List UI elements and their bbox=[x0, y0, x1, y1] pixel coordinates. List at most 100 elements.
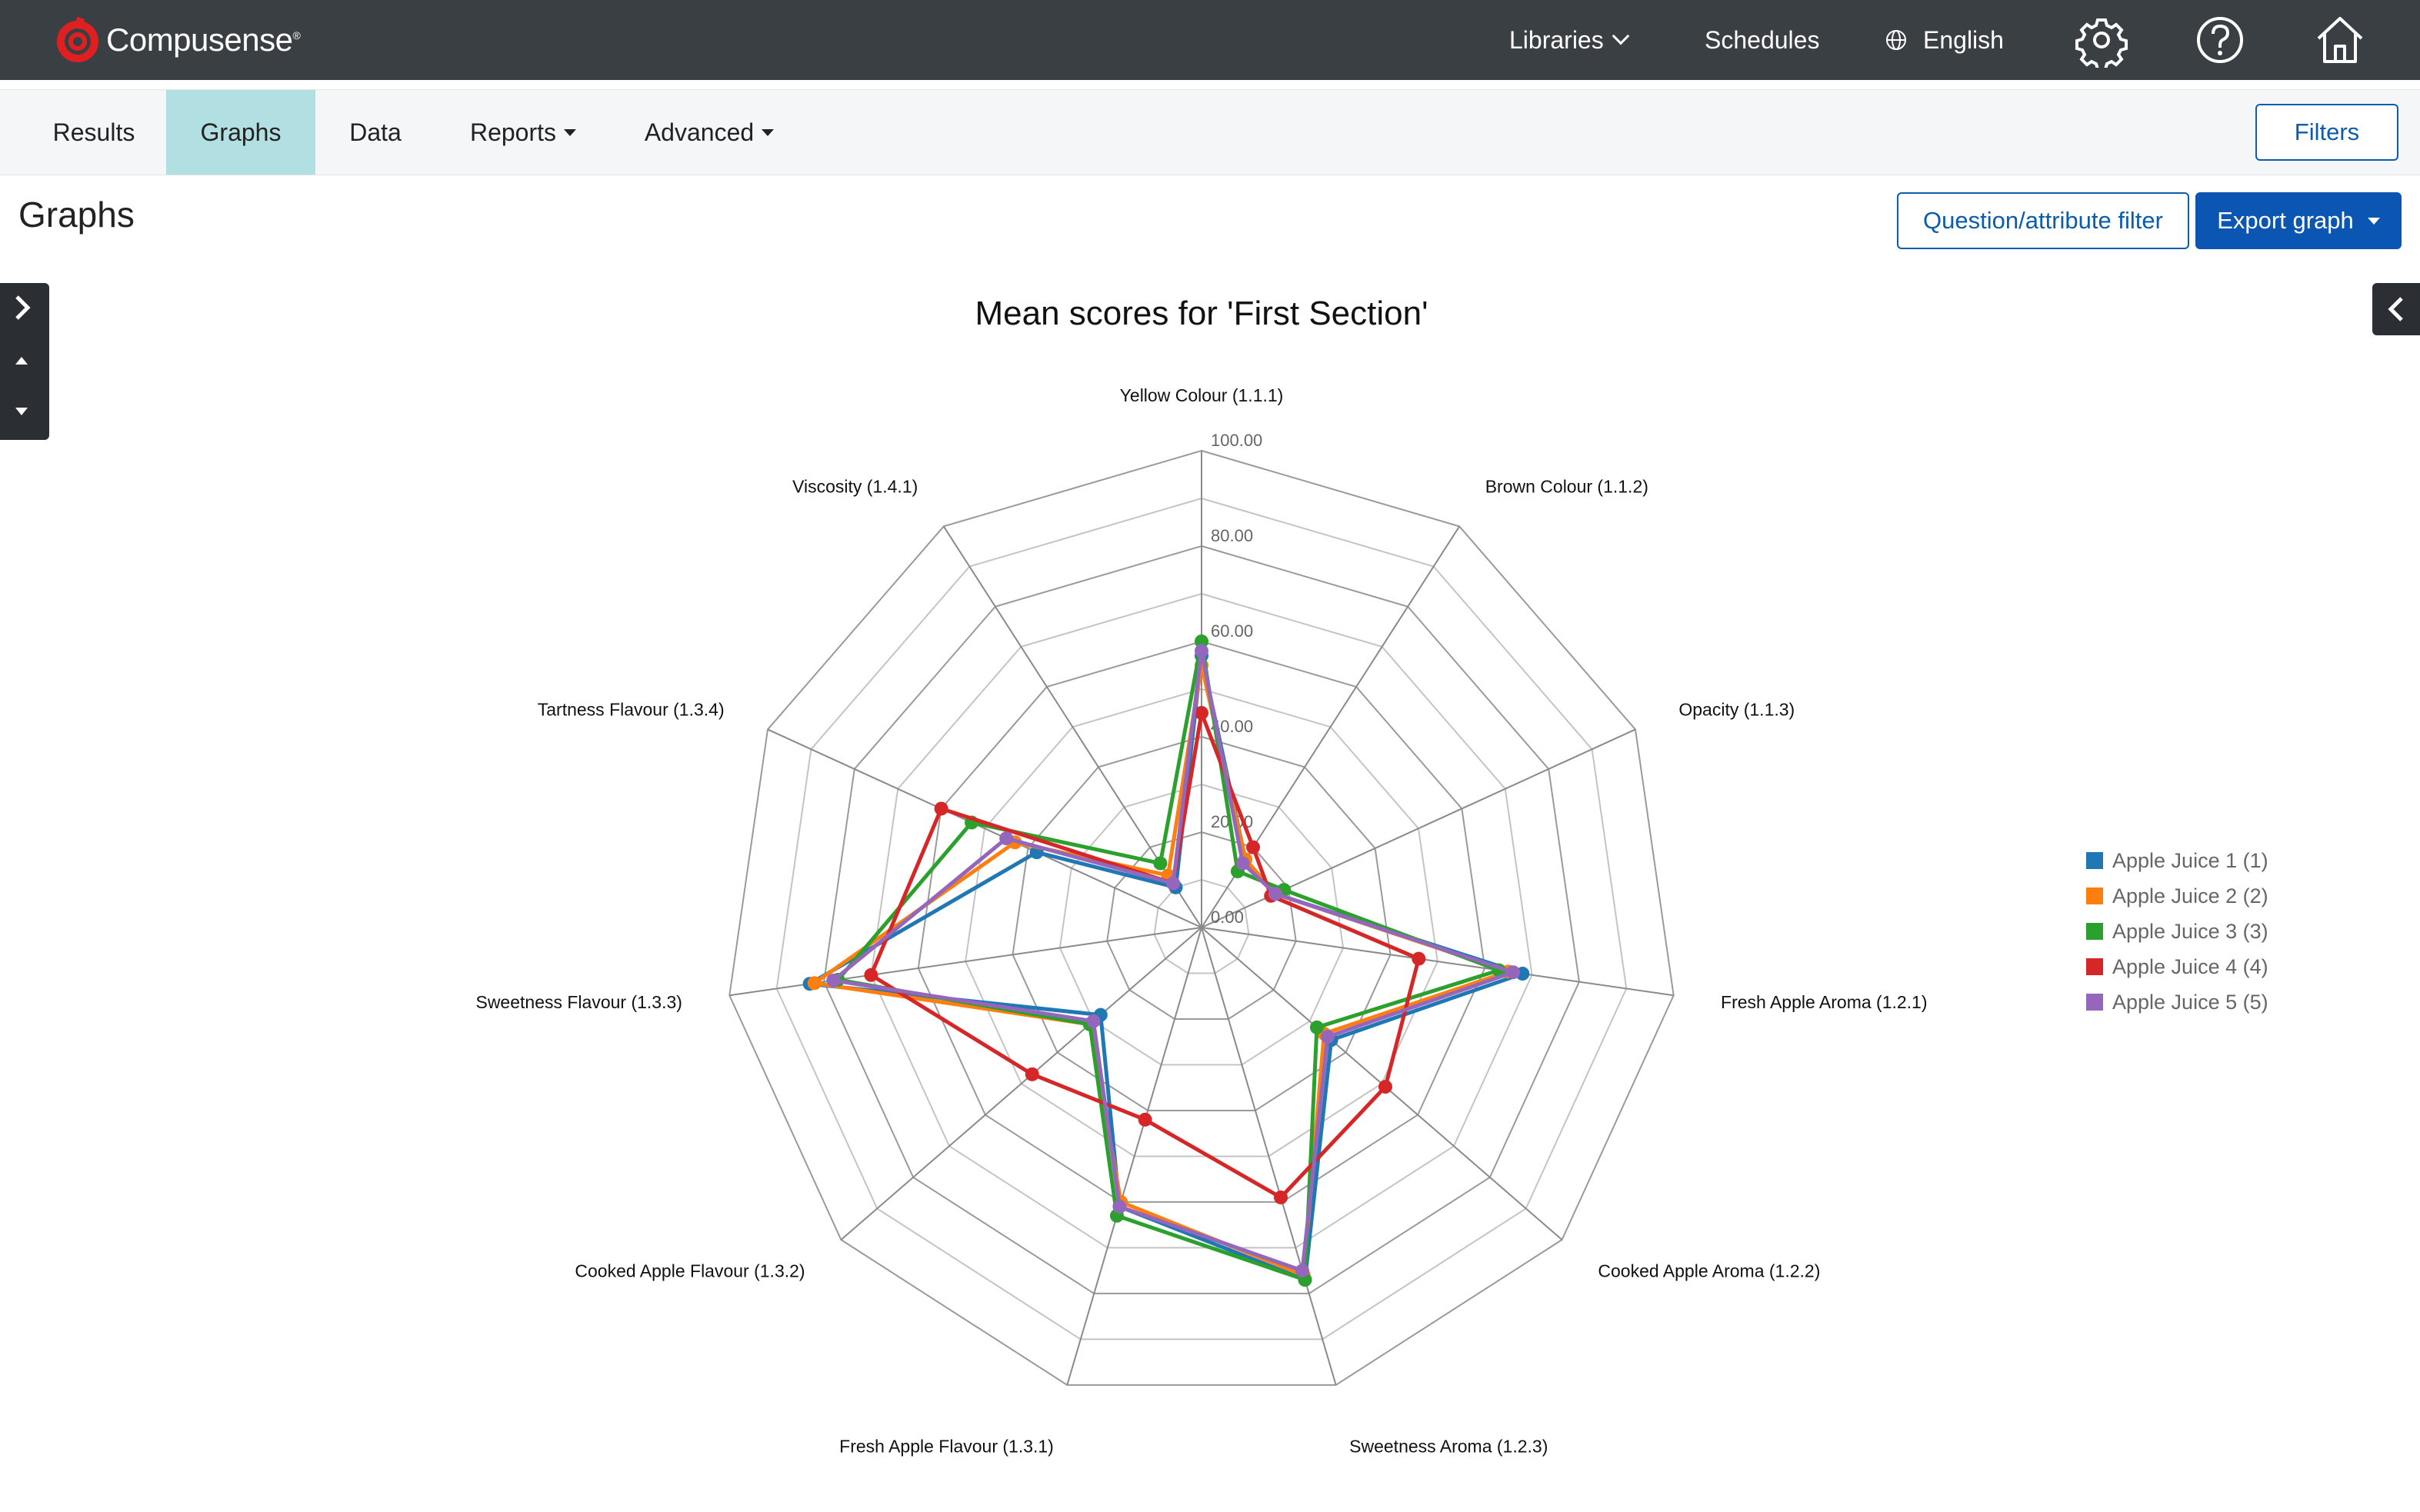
legend-item[interactable]: Apple Juice 1 (1) bbox=[2112, 849, 2268, 872]
legend-swatch bbox=[2086, 923, 2103, 940]
data-point[interactable] bbox=[1274, 1190, 1288, 1204]
data-point[interactable] bbox=[1138, 1112, 1152, 1127]
grid-ring bbox=[775, 497, 1628, 1340]
tab-advanced-label: Advanced bbox=[644, 118, 755, 146]
chevron-right-icon[interactable] bbox=[0, 283, 49, 332]
grid-ring bbox=[917, 640, 1486, 1203]
libraries-menu[interactable]: Libraries bbox=[1509, 0, 1630, 80]
language-label: English bbox=[1923, 25, 2004, 54]
home-icon[interactable] bbox=[2312, 12, 2368, 68]
language-selector[interactable]: English bbox=[1885, 0, 2004, 80]
chart-title: Mean scores for 'First Section' bbox=[975, 295, 1428, 332]
data-point[interactable] bbox=[1112, 1199, 1127, 1214]
export-graph-label: Export graph bbox=[2217, 207, 2354, 234]
schedules-link[interactable]: Schedules bbox=[1705, 0, 1819, 80]
axis-spoke bbox=[1066, 927, 1202, 1386]
globe-icon bbox=[1886, 30, 1906, 50]
tab-reports[interactable]: Reports bbox=[462, 90, 585, 175]
right-panel-toggle[interactable] bbox=[2372, 283, 2420, 335]
tab-reports-label: Reports bbox=[469, 118, 557, 146]
filters-button[interactable]: Filters bbox=[2255, 104, 2398, 161]
data-point[interactable] bbox=[1025, 1067, 1039, 1081]
legend-item[interactable]: Apple Juice 5 (5) bbox=[2112, 991, 2268, 1014]
data-point[interactable] bbox=[1235, 856, 1250, 871]
axis-spoke bbox=[1201, 927, 1337, 1386]
top-navigation-bar: Compusense® Libraries Schedules English bbox=[0, 0, 2420, 80]
brand-name: Compusense® bbox=[106, 22, 301, 58]
section-tabs: Results Graphs Data Reports Advanced Fil… bbox=[0, 89, 2420, 175]
grid-ring bbox=[1012, 735, 1392, 1111]
tab-data[interactable]: Data bbox=[338, 90, 412, 175]
axis-label: Viscosity (1.4.1) bbox=[792, 476, 918, 496]
legend-item[interactable]: Apple Juice 3 (3) bbox=[2112, 920, 2268, 943]
axis-label: Opacity (1.1.3) bbox=[1678, 700, 1795, 720]
r-tick-label: 100.00 bbox=[1211, 431, 1262, 450]
caret-down-icon bbox=[762, 128, 775, 136]
brand[interactable]: Compusense® bbox=[52, 12, 301, 68]
tab-results-label: Results bbox=[52, 118, 135, 146]
axis-label: Cooked Apple Flavour (1.3.2) bbox=[575, 1261, 805, 1281]
libraries-label: Libraries bbox=[1509, 25, 1604, 54]
data-point[interactable] bbox=[934, 801, 948, 816]
axis-label: Tartness Flavour (1.3.4) bbox=[538, 700, 725, 720]
settings-icon[interactable] bbox=[2074, 12, 2129, 68]
data-point[interactable] bbox=[1295, 1264, 1310, 1278]
axis-spoke bbox=[729, 927, 1202, 997]
scroll-up-icon[interactable] bbox=[0, 335, 49, 385]
r-tick-label: 0.00 bbox=[1211, 908, 1244, 927]
grid-ring bbox=[1106, 831, 1297, 1020]
tab-advanced[interactable]: Advanced bbox=[637, 90, 782, 175]
legend-swatch bbox=[2086, 958, 2103, 975]
legend-swatch bbox=[2086, 994, 2103, 1011]
data-point[interactable] bbox=[1412, 951, 1426, 966]
data-point[interactable] bbox=[1195, 634, 1208, 648]
axis-label: Fresh Apple Aroma (1.2.1) bbox=[1721, 992, 1927, 1012]
chevron-left-icon bbox=[2388, 297, 2403, 321]
legend-swatch bbox=[2086, 852, 2103, 869]
data-point[interactable] bbox=[1246, 840, 1261, 854]
tab-data-label: Data bbox=[349, 118, 402, 146]
help-icon[interactable] bbox=[2192, 12, 2248, 68]
axis-label: Yellow Colour (1.1.1) bbox=[1120, 385, 1284, 405]
axis-spoke bbox=[767, 728, 1202, 928]
grid-ring bbox=[823, 545, 1580, 1294]
compusense-logo-icon bbox=[57, 16, 98, 62]
grid-ring bbox=[870, 592, 1533, 1249]
axis-spoke bbox=[1201, 927, 1674, 997]
legend-item[interactable]: Apple Juice 2 (2) bbox=[2112, 884, 2268, 908]
data-point[interactable] bbox=[864, 967, 878, 982]
axis-label: Cooked Apple Aroma (1.2.2) bbox=[1598, 1261, 1820, 1281]
series-line bbox=[831, 648, 1515, 1273]
legend-swatch bbox=[2086, 888, 2103, 904]
axis-label: Sweetness Flavour (1.3.3) bbox=[475, 992, 682, 1012]
axis-spoke bbox=[840, 927, 1202, 1241]
data-point[interactable] bbox=[807, 976, 822, 991]
data-point[interactable] bbox=[1506, 965, 1521, 980]
data-point[interactable] bbox=[1195, 644, 1208, 658]
page-title: Graphs bbox=[18, 195, 135, 235]
data-point[interactable] bbox=[1309, 1020, 1324, 1034]
axis-label: Sweetness Aroma (1.2.3) bbox=[1349, 1436, 1548, 1456]
grid-ring bbox=[728, 449, 1675, 1386]
data-point[interactable] bbox=[1320, 1030, 1335, 1044]
tab-graphs-label: Graphs bbox=[200, 118, 282, 146]
axis-label: Fresh Apple Flavour (1.3.1) bbox=[839, 1436, 1054, 1456]
tab-graphs[interactable]: Graphs bbox=[166, 90, 315, 175]
data-point[interactable] bbox=[1153, 856, 1168, 871]
data-point[interactable] bbox=[1268, 887, 1282, 901]
grid-ring bbox=[965, 688, 1438, 1157]
data-point[interactable] bbox=[1166, 876, 1181, 891]
data-point[interactable] bbox=[1378, 1080, 1392, 1094]
tab-results[interactable]: Results bbox=[38, 90, 149, 175]
question-attribute-filter-button[interactable]: Question/attribute filter bbox=[1897, 192, 2189, 249]
data-point[interactable] bbox=[826, 973, 841, 987]
chevron-down-icon bbox=[1612, 27, 1630, 45]
data-point[interactable] bbox=[1086, 1014, 1101, 1028]
data-point[interactable] bbox=[999, 831, 1014, 846]
scroll-down-icon[interactable] bbox=[0, 388, 49, 437]
r-tick-label: 80.00 bbox=[1211, 526, 1253, 545]
export-graph-button[interactable]: Export graph bbox=[2195, 192, 2402, 249]
legend-item[interactable]: Apple Juice 4 (4) bbox=[2112, 955, 2268, 978]
data-point[interactable] bbox=[1195, 706, 1208, 720]
